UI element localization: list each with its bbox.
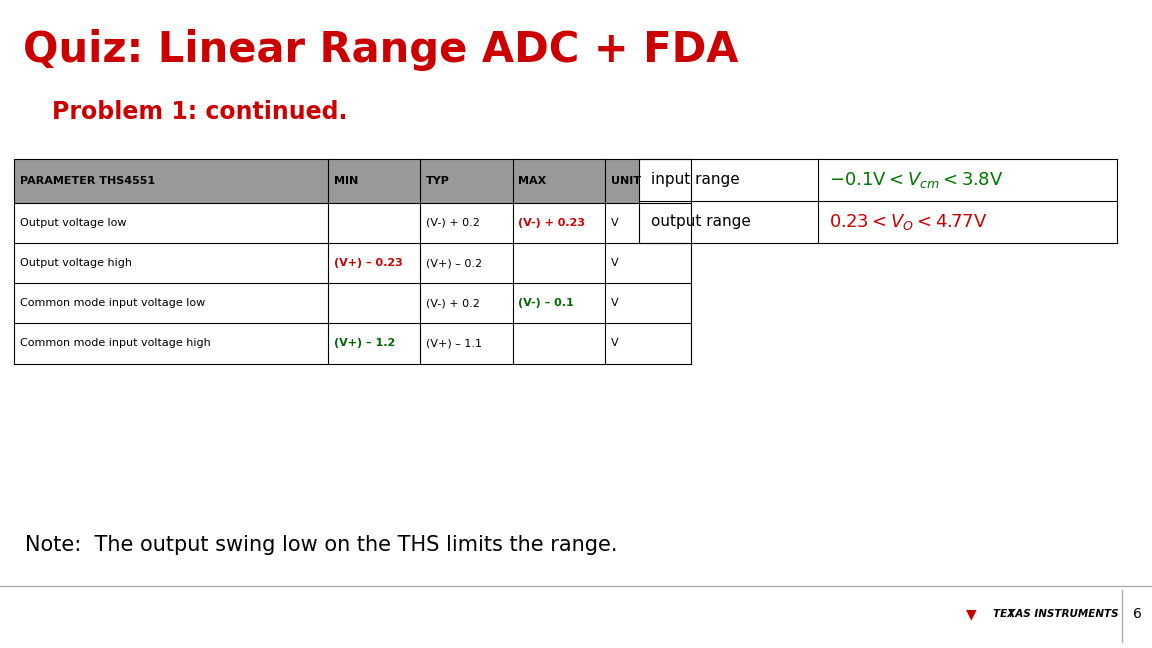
Text: (V-) – 0.1: (V-) – 0.1 xyxy=(518,298,574,308)
Text: Common mode input voltage low: Common mode input voltage low xyxy=(20,298,205,308)
Text: MIN: MIN xyxy=(334,176,358,186)
Text: (V+) – 0.23: (V+) – 0.23 xyxy=(334,258,403,268)
Text: TEXAS INSTRUMENTS: TEXAS INSTRUMENTS xyxy=(993,609,1119,619)
Bar xyxy=(14,203,691,243)
Bar xyxy=(14,159,691,203)
Text: $0.23 < V_{O} < 4.77\mathrm{V}$: $0.23 < V_{O} < 4.77\mathrm{V}$ xyxy=(829,212,988,232)
Text: output range: output range xyxy=(651,214,751,229)
Text: ▼: ▼ xyxy=(965,607,977,621)
Text: Quiz: Linear Range ADC + FDA: Quiz: Linear Range ADC + FDA xyxy=(23,29,738,71)
Text: V: V xyxy=(611,338,619,349)
Bar xyxy=(14,283,691,323)
Text: TYP: TYP xyxy=(426,176,450,186)
Text: T: T xyxy=(1008,609,1015,619)
Text: $-0.1\mathrm{V} < V_{cm} < 3.8\mathrm{V}$: $-0.1\mathrm{V} < V_{cm} < 3.8\mathrm{V}… xyxy=(829,170,1003,190)
Text: Common mode input voltage high: Common mode input voltage high xyxy=(20,338,211,349)
Text: UNIT: UNIT xyxy=(611,176,641,186)
Text: MAX: MAX xyxy=(518,176,547,186)
Text: V: V xyxy=(611,298,619,308)
Bar xyxy=(639,159,1117,201)
Text: (V+) – 1.1: (V+) – 1.1 xyxy=(426,338,483,349)
Text: Note:  The output swing low on the THS limits the range.: Note: The output swing low on the THS li… xyxy=(25,535,617,555)
Text: (V-) + 0.23: (V-) + 0.23 xyxy=(518,218,585,228)
Text: (V-) + 0.2: (V-) + 0.2 xyxy=(426,298,480,308)
Text: PARAMETER THS4551: PARAMETER THS4551 xyxy=(20,176,154,186)
Text: Output voltage low: Output voltage low xyxy=(20,218,126,228)
Bar xyxy=(14,323,691,364)
Text: (V+) – 1.2: (V+) – 1.2 xyxy=(334,338,395,349)
Bar xyxy=(14,243,691,283)
Bar xyxy=(639,201,1117,243)
Text: 6: 6 xyxy=(1132,607,1142,621)
Text: V: V xyxy=(611,218,619,228)
Text: (V-) + 0.2: (V-) + 0.2 xyxy=(426,218,480,228)
Text: (V+) – 0.2: (V+) – 0.2 xyxy=(426,258,483,268)
Text: Output voltage high: Output voltage high xyxy=(20,258,131,268)
Text: Problem 1: continued.: Problem 1: continued. xyxy=(52,100,347,124)
Text: input range: input range xyxy=(651,172,740,187)
Text: V: V xyxy=(611,258,619,268)
